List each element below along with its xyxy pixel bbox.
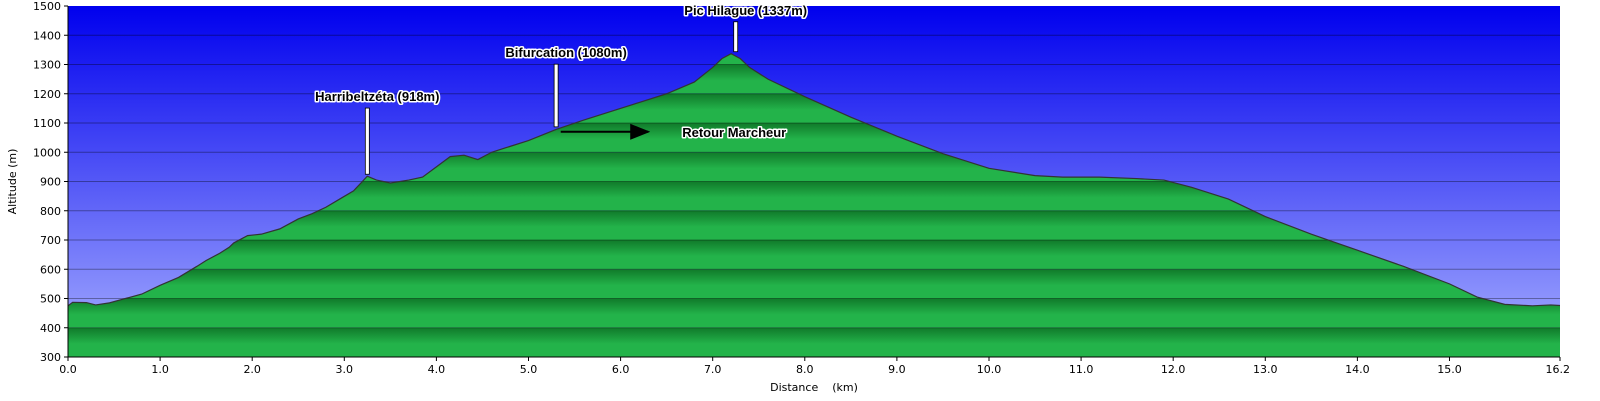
y-tick-label: 500 <box>40 293 61 306</box>
y-tick-label: 400 <box>40 322 61 335</box>
terrain-band <box>68 240 1560 270</box>
x-tick-label: 6.0 <box>612 363 630 376</box>
x-tick-label: 11.0 <box>1069 363 1094 376</box>
x-tick-label: 7.0 <box>704 363 722 376</box>
x-tick-label: 14.0 <box>1345 363 1370 376</box>
x-tick-label: 2.0 <box>243 363 261 376</box>
y-tick-label: 1400 <box>33 29 61 42</box>
y-tick-label: 700 <box>40 234 61 247</box>
x-tick-label: 12.0 <box>1161 363 1186 376</box>
x-tick-label: 3.0 <box>336 363 354 376</box>
x-tick-label: 9.0 <box>888 363 906 376</box>
x-tick-label: 5.0 <box>520 363 538 376</box>
arrow-label: Retour Marcheur <box>682 125 786 140</box>
grid-lines <box>68 34 1560 329</box>
annotation-pointer <box>553 63 559 128</box>
x-tick-label: 1.0 <box>151 363 169 376</box>
x-tick-label: 10.0 <box>977 363 1002 376</box>
y-tick-label: 1300 <box>33 59 61 72</box>
return-arrow-annotation: Retour Marcheur <box>560 123 788 141</box>
annotation-label: Pic Hilague (1337m) <box>684 3 807 18</box>
x-tick-label: 0.0 <box>59 363 77 376</box>
x-axis-title: Distance (km) <box>770 381 858 394</box>
x-axis-ticks: 0.0 1.0 2.0 3.0 4.0 5.0 6.0 7.0 8.0 9.0 10.0 11.0 12… <box>59 357 1570 376</box>
x-tick-label: 16.2 <box>1546 363 1571 376</box>
x-tick-label: 4.0 <box>428 363 446 376</box>
y-tick-label: 1000 <box>33 146 61 159</box>
x-tick-label: 15.0 <box>1437 363 1462 376</box>
annotation-label: Harribeltzéta (918m) <box>315 89 439 104</box>
annotation-label: Bifurcation (1080m) <box>505 45 626 60</box>
elevation-line <box>67 52 1561 307</box>
y-tick-label: 1500 <box>33 0 61 13</box>
y-tick-label: 1100 <box>33 117 61 130</box>
terrain-band <box>68 298 1560 328</box>
y-tick-label: 1200 <box>33 88 61 101</box>
annotation-pointer <box>733 21 739 53</box>
y-tick-label: 600 <box>40 263 61 276</box>
y-axis-ticks: 300 400 500 600 700 800 900 1000 1100 1200 1300 140… <box>33 0 68 364</box>
x-tick-label: 8.0 <box>796 363 814 376</box>
terrain-band <box>68 327 1560 357</box>
y-tick-label: 300 <box>40 351 61 364</box>
x-tick-label: 13.0 <box>1253 363 1278 376</box>
annotation-pointer <box>364 107 370 175</box>
y-tick-label: 900 <box>40 176 61 189</box>
annotations: Harribeltzéta (918m) Bifurcation (1080m) P… <box>314 1 809 175</box>
y-axis-title: Altitude (m) <box>6 149 19 215</box>
terrain-band <box>68 269 1560 299</box>
y-tick-label: 800 <box>40 205 61 218</box>
